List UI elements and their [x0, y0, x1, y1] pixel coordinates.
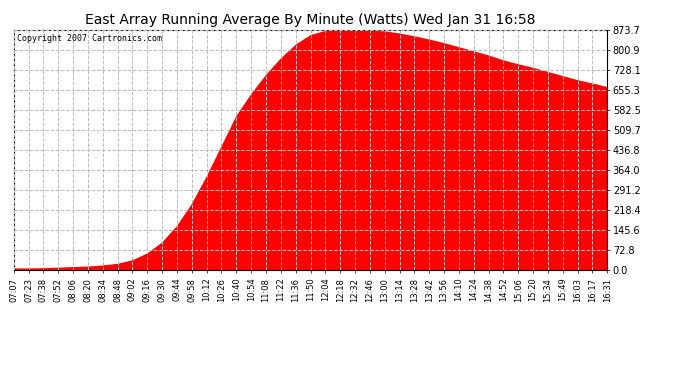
Title: East Array Running Average By Minute (Watts) Wed Jan 31 16:58: East Array Running Average By Minute (Wa… — [86, 13, 535, 27]
Text: Copyright 2007 Cartronics.com: Copyright 2007 Cartronics.com — [17, 34, 161, 43]
